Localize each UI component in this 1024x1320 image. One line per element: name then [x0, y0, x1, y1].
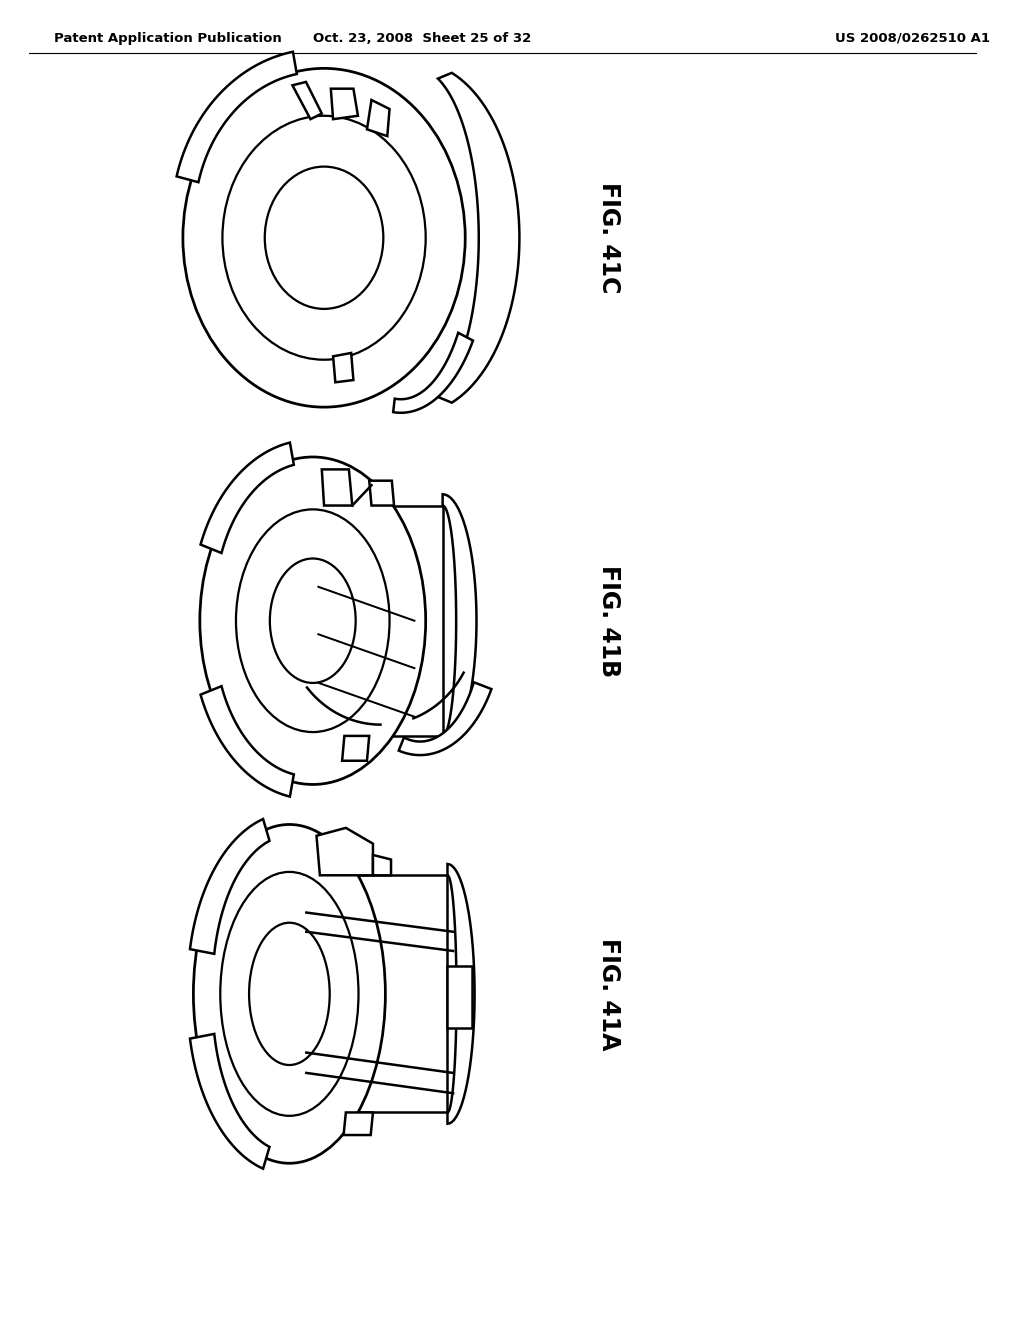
Polygon shape [333, 352, 353, 383]
Ellipse shape [236, 510, 389, 733]
Polygon shape [393, 333, 473, 413]
Polygon shape [201, 442, 294, 553]
Polygon shape [398, 682, 492, 755]
Polygon shape [342, 737, 370, 760]
Text: FIG. 41A: FIG. 41A [597, 937, 621, 1049]
Polygon shape [290, 875, 447, 1113]
Polygon shape [190, 1034, 269, 1168]
Text: Patent Application Publication: Patent Application Publication [54, 32, 282, 45]
Polygon shape [367, 100, 389, 136]
Polygon shape [312, 506, 442, 737]
Polygon shape [447, 966, 472, 1028]
Text: Oct. 23, 2008  Sheet 25 of 32: Oct. 23, 2008 Sheet 25 of 32 [313, 32, 531, 45]
Ellipse shape [200, 457, 426, 784]
Polygon shape [293, 82, 322, 119]
Polygon shape [176, 51, 297, 182]
Polygon shape [201, 686, 294, 796]
Text: FIG. 41C: FIG. 41C [597, 182, 621, 293]
Polygon shape [190, 818, 269, 954]
Polygon shape [316, 828, 373, 875]
Ellipse shape [220, 873, 358, 1115]
Polygon shape [438, 73, 519, 403]
Ellipse shape [194, 825, 385, 1163]
Ellipse shape [249, 923, 330, 1065]
Polygon shape [370, 480, 394, 506]
Ellipse shape [222, 116, 426, 360]
Polygon shape [442, 494, 476, 747]
Polygon shape [447, 865, 474, 1123]
Polygon shape [322, 470, 352, 506]
Text: FIG. 41B: FIG. 41B [597, 565, 621, 677]
Ellipse shape [183, 69, 465, 407]
Text: US 2008/0262510 A1: US 2008/0262510 A1 [835, 32, 989, 45]
Polygon shape [373, 855, 391, 875]
Polygon shape [331, 88, 358, 119]
Ellipse shape [270, 558, 355, 682]
Polygon shape [344, 1113, 373, 1135]
Ellipse shape [265, 166, 383, 309]
